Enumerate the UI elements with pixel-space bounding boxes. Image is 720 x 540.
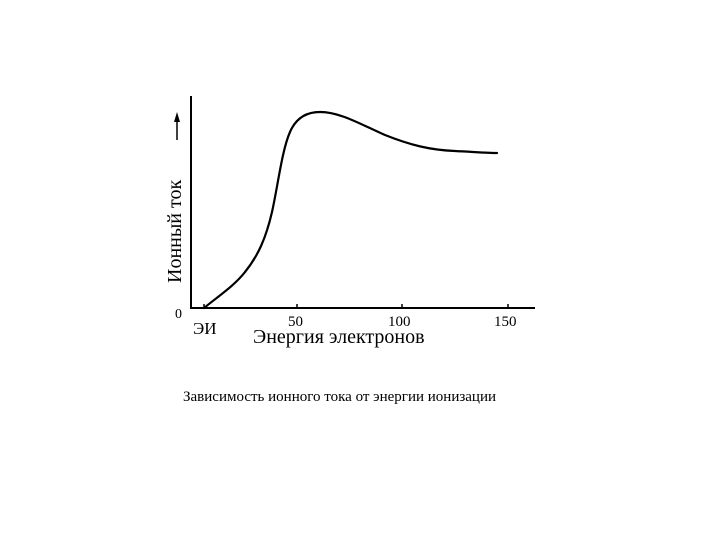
origin-label: 0 <box>175 307 182 322</box>
y-axis-label: Ионный ток <box>164 180 186 283</box>
x-axis-label: Энергия электронов <box>253 326 425 348</box>
x-tick-label-150: 150 <box>494 314 517 330</box>
x-tick-label-ei: ЭИ <box>193 319 217 338</box>
figure-caption: Зависимость ионного тока от энергии иони… <box>183 389 497 405</box>
arrow-up-icon <box>174 112 180 122</box>
x-tick-label-100: 100 <box>388 314 411 330</box>
ion-current-curve <box>202 110 499 310</box>
x-tick-label-50: 50 <box>288 314 303 330</box>
